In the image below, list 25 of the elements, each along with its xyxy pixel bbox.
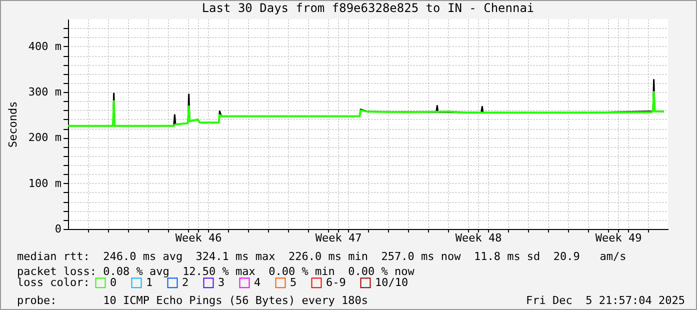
x-tick-label: Week 48 — [455, 232, 502, 244]
legend-label: 1 — [146, 276, 153, 289]
legend-label: 0 — [110, 276, 117, 289]
x-tick-label: Week 47 — [315, 232, 362, 244]
chart-title: Last 30 Days from f89e6328e825 to IN - Chennai — [202, 1, 534, 15]
legend-label: 2 — [182, 276, 189, 289]
y-axis-title: Seconds — [6, 101, 20, 148]
line-series — [68, 91, 665, 127]
y-tick-label: 300 m — [28, 86, 62, 99]
legend-label: 6-9 — [326, 276, 346, 289]
text: median rtt: 246.0 ms avg 324.1 ms max 226.0 ms min 257.0 ms now 11.8 ms sd 20.9 am/s — [17, 250, 626, 263]
legend-title: loss color: — [17, 276, 90, 289]
text: packet loss: 0.08 % avg 12.50 % max 0.00 % min 0.00 % now — [17, 265, 414, 278]
x-tick-label: Week 46 — [175, 232, 222, 244]
legend-label: 3 — [218, 276, 225, 289]
y-tick-label: 0 — [54, 222, 62, 236]
text: Fri Dec 5 21:57:04 2025 — [526, 294, 685, 307]
y-tick-label: 400 m — [28, 40, 62, 53]
x-tick-label: Week 49 — [595, 232, 642, 244]
legend-label: 4 — [254, 276, 261, 289]
legend-label: 5 — [290, 276, 297, 289]
legend-label: 10/10 — [375, 276, 408, 289]
y-tick-label: 200 m — [28, 131, 62, 144]
text: probe: 10 ICMP Echo Pings (56 Bytes) every 180s — [17, 294, 368, 307]
y-tick-label: 100 m — [28, 176, 62, 190]
